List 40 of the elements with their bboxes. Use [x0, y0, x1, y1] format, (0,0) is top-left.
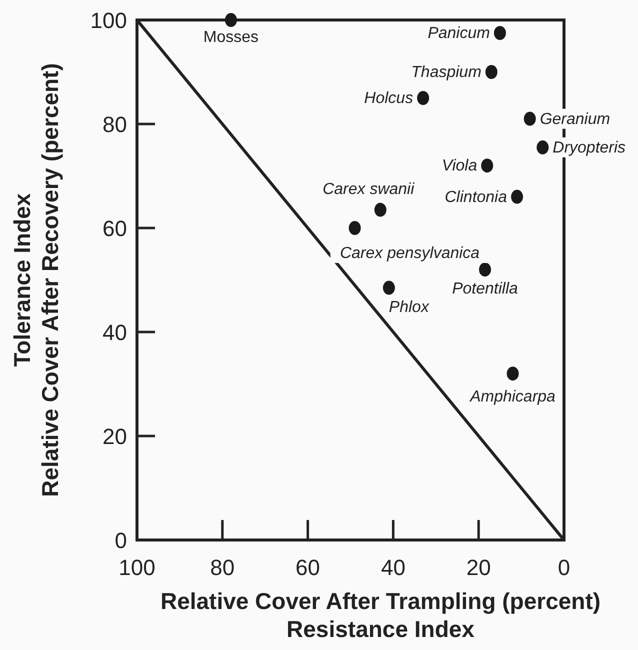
x-axis-title: Relative Cover After Trampling (percent) Resistance Index: [160, 588, 601, 642]
y-axis-title: Tolerance Index Relative Cover After Recovery (percent): [9, 63, 63, 497]
y-tick-label: 100: [90, 8, 127, 33]
point: [224, 13, 237, 27]
point: [417, 91, 430, 105]
annotation: Thaspium: [411, 64, 482, 81]
point: [511, 190, 524, 204]
annotation: Geranium: [540, 110, 610, 128]
annotation: Mosses: [203, 29, 259, 46]
annotation: Dryopteris: [552, 139, 626, 156]
annotation: Holcus: [364, 90, 414, 107]
y-tick-label: 20: [102, 424, 127, 449]
x-tick-label: 80: [210, 555, 235, 580]
point: [481, 158, 494, 173]
annotation: Clintonia: [444, 188, 508, 206]
point: [524, 112, 536, 126]
point: [536, 140, 549, 154]
annotation: Phlox: [388, 298, 430, 316]
point: [494, 26, 506, 40]
y-tick-label: 80: [102, 112, 127, 137]
x-tick-label: 60: [296, 555, 320, 580]
annotation: Potentilla: [452, 280, 518, 298]
x-tick-label: 20: [466, 555, 491, 580]
point: [374, 202, 386, 217]
x-tick-label: 0: [558, 555, 570, 580]
point: [348, 221, 361, 235]
y-tick-label: 60: [102, 216, 127, 241]
annotation: Carex swanii: [322, 180, 415, 198]
y-tick-label: 0: [114, 528, 127, 553]
annotation: Panicum: [428, 25, 490, 42]
point: [485, 65, 498, 79]
x-tick-label: 100: [118, 555, 156, 580]
annotation: Viola: [442, 158, 478, 175]
point: [506, 366, 519, 381]
point: [382, 280, 395, 295]
annotation: Amphicarpa: [469, 388, 556, 406]
annotation: Carex pensylvanica: [340, 245, 480, 262]
y-tick-label: 40: [102, 320, 127, 345]
point: [479, 262, 492, 277]
x-tick-label: 40: [380, 555, 406, 580]
